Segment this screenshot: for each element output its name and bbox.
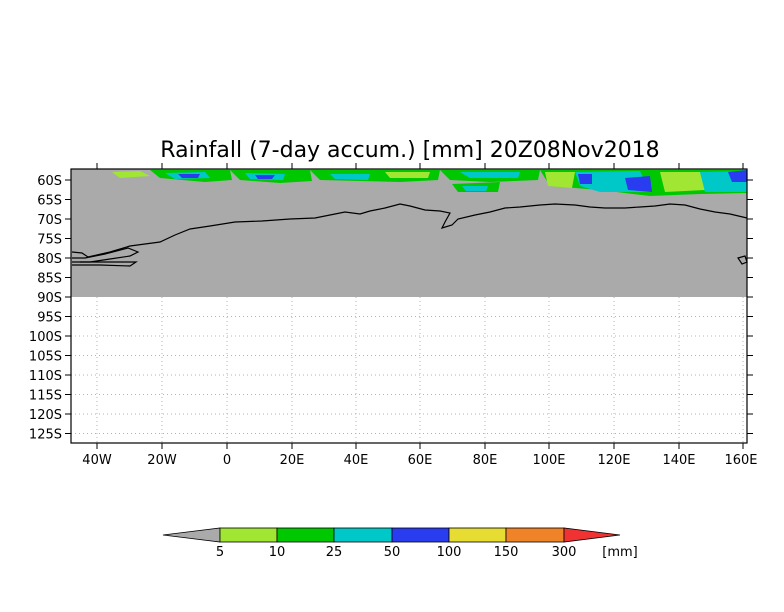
lon-tick-label: 40W [82, 453, 112, 468]
colorbar-label: 300 [552, 545, 577, 560]
lon-tick-label: 0 [223, 453, 231, 468]
colorbar-under-arrow [162, 527, 221, 543]
colorbar-segment [391, 527, 450, 543]
lat-tick-label: 65S [37, 194, 62, 209]
lat-tick-label: 70S [37, 213, 62, 228]
lon-tick-label: 60E [408, 453, 433, 468]
colorbar-label: 50 [384, 545, 401, 560]
lat-tick-label: 110S [29, 369, 62, 384]
lat-tick-label: 115S [29, 389, 62, 404]
lat-tick-label: 90S [37, 291, 62, 306]
lon-tick-label: 120E [597, 453, 630, 468]
lat-tick-label: 100S [29, 330, 62, 345]
colorbar-unit: [mm] [602, 545, 637, 560]
lon-tick-label: 160E [724, 453, 757, 468]
colorbar-label: 25 [326, 545, 343, 560]
longitude-axis: 40W 20W 0 20E 40E 60E 80E 100E 120E 140E… [82, 163, 758, 468]
graticule [71, 297, 747, 443]
lon-tick-label: 80E [473, 453, 498, 468]
coastline [71, 203, 748, 267]
colorbar-label: 10 [269, 545, 286, 560]
lat-tick-label: 95S [37, 311, 62, 326]
lat-tick-label: 85S [37, 272, 62, 287]
lat-tick-label: 125S [29, 428, 62, 443]
lon-tick-label: 100E [532, 453, 565, 468]
lat-tick-label: 105S [29, 350, 62, 365]
lat-tick-label: 60S [37, 174, 62, 189]
lon-tick-label: 20E [280, 453, 305, 468]
colorbar-over-arrow [563, 527, 621, 543]
colorbar-segment [276, 527, 335, 543]
colorbar-segment [219, 527, 278, 543]
colorbar: 5 10 25 50 100 150 300 [mm] [162, 527, 638, 560]
lat-tick-label: 80S [37, 252, 62, 267]
lat-tick-label: 120S [29, 408, 62, 423]
latitude-axis: 60S 65S 70S 75S 80S 85S 90S 95S 100S 105… [29, 174, 753, 443]
map-title: Rainfall (7-day accum.) [mm] 20Z08Nov201… [160, 138, 659, 163]
colorbar-label: 150 [494, 545, 519, 560]
colorbar-segment [505, 527, 565, 543]
colorbar-label: 5 [216, 545, 224, 560]
plot-frame [70, 168, 748, 444]
colorbar-segment [448, 527, 507, 543]
colorbar-segment [333, 527, 393, 543]
colorbar-label: 100 [437, 545, 462, 560]
lat-tick-label: 75S [37, 233, 62, 248]
lon-tick-label: 140E [662, 453, 695, 468]
rainfall-patches [112, 170, 747, 196]
lon-tick-label: 20W [147, 453, 177, 468]
lon-tick-label: 40E [344, 453, 369, 468]
